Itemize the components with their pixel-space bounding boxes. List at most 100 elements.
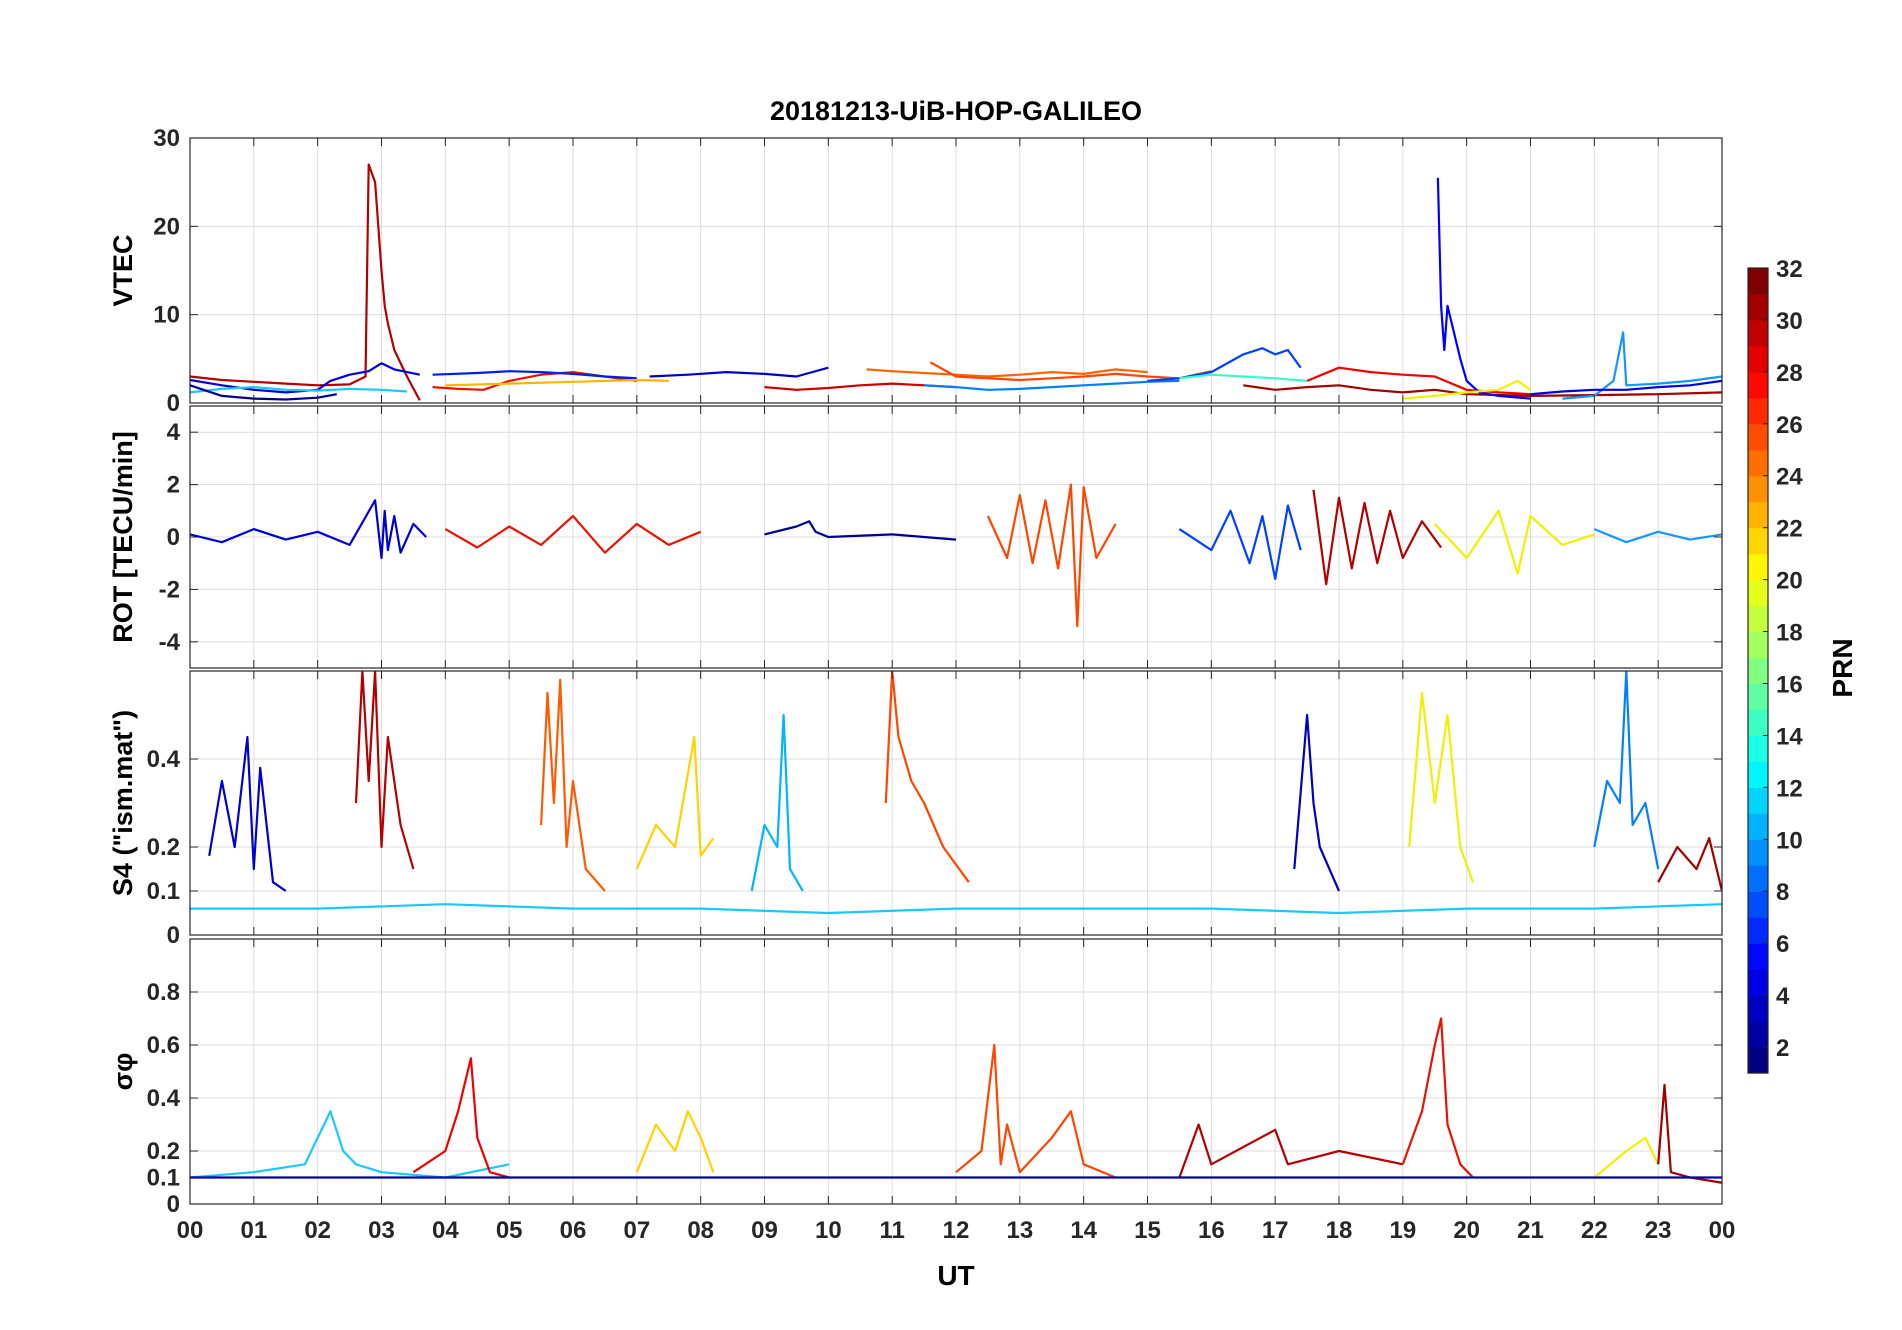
series-line-prn-4 — [1293, 713, 1341, 892]
series-line-prn-12 — [190, 903, 1722, 915]
x-tick-label: 20 — [1453, 1217, 1480, 1244]
series-line-prn-14 — [1179, 373, 1308, 382]
colorbar-tick-label: 18 — [1776, 620, 1803, 647]
colorbar-tick-label: 24 — [1776, 464, 1803, 491]
colorbar-segment — [1748, 345, 1768, 373]
y-tick-label: 0 — [167, 390, 180, 417]
colorbar-tick-label: 14 — [1776, 723, 1803, 750]
colorbar-label: PRN — [1827, 638, 1858, 697]
y-tick-label: 0.8 — [147, 979, 180, 1006]
y-tick-label: 10 — [153, 302, 180, 329]
colorbar-segment — [1748, 917, 1768, 944]
x-tick-label: 18 — [1326, 1217, 1353, 1244]
series-line-prn-1 — [190, 384, 337, 401]
panel-4: 00.10.2 0.4 0.6 0.8 σφ — [108, 938, 1723, 1218]
colorbar-segment — [1748, 449, 1768, 477]
y-tick-label: 0.2 — [147, 1138, 180, 1165]
colorbar-segment — [1748, 943, 1768, 970]
series-line-prn-26 — [986, 483, 1117, 628]
x-tick-label: 12 — [943, 1217, 970, 1244]
series-line-prn-3 — [1530, 379, 1722, 396]
y-axis-label: σφ — [108, 1053, 138, 1091]
series-line-prn-20 — [1408, 691, 1475, 883]
series-line-prn-20 — [1593, 1136, 1660, 1179]
series-line-prn-4 — [649, 366, 829, 378]
y-tick-label: -4 — [159, 629, 181, 656]
colorbar-tick-label: 8 — [1776, 879, 1789, 906]
y-tick-label: 0.1 — [147, 878, 180, 905]
colorbar-tick-label: 2 — [1776, 1035, 1789, 1062]
colorbar-segment — [1748, 293, 1768, 321]
series-line-prn-31 — [1243, 384, 1722, 397]
y-tick-label: -2 — [159, 576, 180, 603]
series-group — [190, 483, 1722, 628]
x-tick-label: 23 — [1645, 1217, 1672, 1244]
y-tick-label: 0.6 — [147, 1032, 180, 1059]
series-line-prn-30 — [1312, 489, 1442, 586]
series-line-prn-20 — [1433, 509, 1595, 575]
series-line-prn-30 — [1178, 1123, 1404, 1178]
x-tick-label: 17 — [1262, 1217, 1289, 1244]
x-tick-label: 07 — [623, 1217, 650, 1244]
series-line-prn-30 — [354, 671, 415, 870]
series-line-prn-10 — [1562, 331, 1722, 400]
series-line-prn-22 — [445, 378, 669, 387]
colorbar-segment — [1748, 891, 1768, 918]
series-line-prn-9 — [924, 379, 1180, 391]
series-line-prn-25 — [866, 368, 1148, 378]
colorbar-segment — [1748, 1021, 1768, 1048]
x-tick-label: 03 — [368, 1217, 395, 1244]
x-tick-label: 15 — [1134, 1217, 1161, 1244]
colorbar-tick-label: 28 — [1776, 360, 1803, 387]
colorbar-tick-label: 26 — [1776, 412, 1803, 439]
colorbar-segment — [1748, 787, 1768, 814]
colorbar-tick-label: 4 — [1776, 983, 1790, 1010]
chart-title: 20181213-UiB-HOP-GALILEO — [770, 96, 1142, 126]
x-tick-label: 00 — [1709, 1217, 1736, 1244]
series-line-prn-11 — [750, 713, 804, 892]
colorbar-segment — [1748, 397, 1768, 425]
colorbar-tick-label: 6 — [1776, 931, 1789, 958]
series-line-prn-27 — [444, 514, 702, 554]
colorbar-tick-label: 10 — [1776, 827, 1803, 854]
series-line-prn-26 — [955, 1043, 1117, 1179]
series-group — [190, 1017, 1722, 1184]
x-tick-label: 08 — [687, 1217, 714, 1244]
colorbar-segment — [1748, 813, 1768, 840]
colorbar-segment — [1748, 475, 1768, 503]
series-line-prn-5 — [1178, 504, 1302, 581]
colorbar-segment — [1748, 268, 1768, 295]
series-line-prn-3 — [190, 499, 427, 560]
series-line-prn-27 — [1401, 1017, 1474, 1179]
series-line-prn-12 — [190, 1110, 510, 1179]
colorbar-segment — [1748, 605, 1768, 633]
series-line-prn-28 — [1306, 366, 1531, 396]
colorbar-tick-label: 32 — [1776, 256, 1803, 283]
y-tick-label: 4 — [167, 419, 181, 446]
series-line-prn-26 — [884, 671, 970, 883]
y-axis-label: ROT [TECU/min] — [108, 431, 138, 642]
y-axis-label: S4 ("ism.mat") — [108, 710, 138, 896]
colorbar-segment — [1748, 709, 1768, 737]
colorbar-segment — [1748, 761, 1768, 788]
series-group — [190, 671, 1722, 915]
y-tick-label: 0 — [167, 524, 180, 551]
series-line-prn-21 — [635, 1110, 715, 1173]
colorbar-tick-label: 30 — [1776, 308, 1803, 335]
series-line-prn-30 — [190, 163, 421, 401]
y-tick-label: 0 — [167, 1191, 180, 1218]
x-tick-label: 13 — [1006, 1217, 1033, 1244]
series-line-prn-5 — [432, 370, 637, 380]
series-line-prn-5 — [1436, 177, 1531, 400]
colorbar-segment — [1748, 527, 1768, 555]
series-line-prn-26 — [929, 361, 1212, 382]
colorbar-segment — [1748, 631, 1768, 659]
colorbar-tick-label: 12 — [1776, 775, 1803, 802]
y-tick-label: 20 — [153, 213, 180, 240]
y-tick-label: 0.2 — [147, 834, 180, 861]
colorbar-segment — [1748, 969, 1768, 996]
y-axis-label: VTEC — [108, 234, 138, 306]
x-tick-label: 16 — [1198, 1217, 1225, 1244]
series-line-prn-3 — [208, 735, 287, 892]
